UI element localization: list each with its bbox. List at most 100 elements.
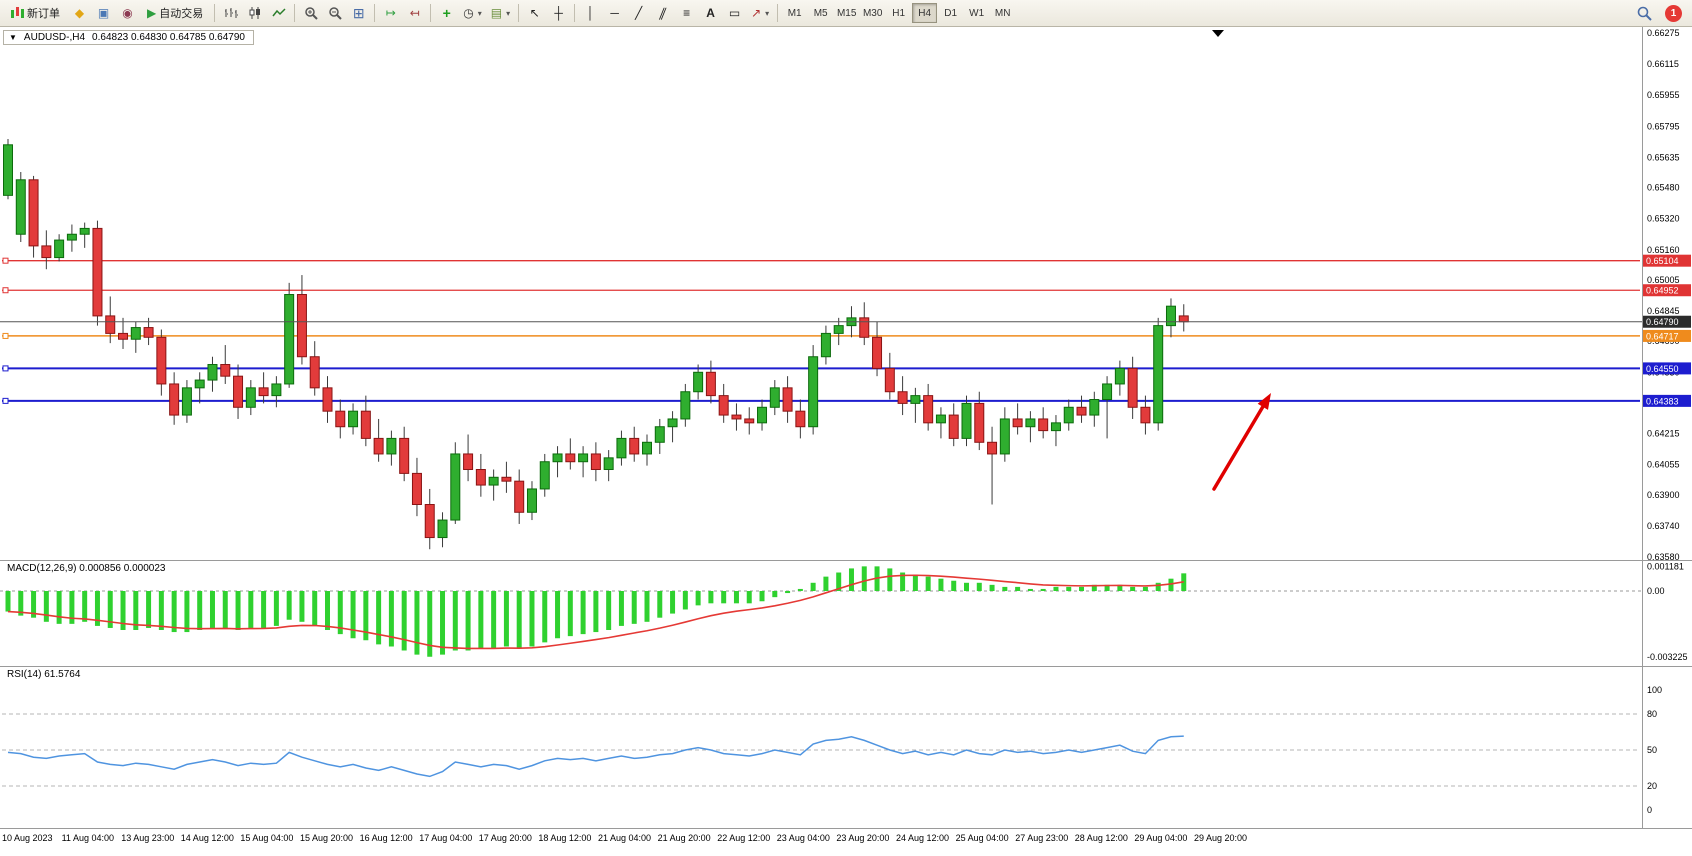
svg-text:0.64550: 0.64550 [1646,364,1679,374]
timeframe-w1-button[interactable]: W1 [964,3,989,23]
timeframe-d1-button[interactable]: D1 [938,3,963,23]
svg-text:0.65005: 0.65005 [1647,275,1680,285]
clock-icon: ◷ [463,6,474,20]
toolbar-separator [430,4,432,22]
chart-menu-icon[interactable]: ▼ [9,33,17,42]
shift-marker-icon[interactable] [1212,30,1224,37]
auto-scroll-button[interactable]: ↦ [379,2,402,24]
svg-text:28 Aug 12:00: 28 Aug 12:00 [1075,833,1128,843]
price-chart-canvas[interactable]: 0.66275 0.66115 0.65955 0.65795 0.65635 0.654… [0,27,1692,856]
timeframe-m1-button[interactable]: M1 [782,3,807,23]
terminal-button[interactable]: ▣ [92,2,115,24]
arrow-tool-icon: ↗ [751,6,762,20]
arrow-annotation[interactable] [1212,393,1271,491]
channel-button[interactable]: ∥ [651,2,674,24]
zoom-in-icon [304,7,318,20]
svg-text:27 Aug 23:00: 27 Aug 23:00 [1015,833,1068,843]
candlestick-series [3,138,1189,550]
chart-symbol-period: AUDUSD-,H4 [23,32,86,43]
label-button[interactable]: ▭ [723,2,746,24]
new-order-button[interactable]: 新订单 [4,2,67,24]
label-icon: ▭ [728,6,741,20]
fibonacci-button[interactable]: ≡ [675,2,698,24]
svg-text:0.65795: 0.65795 [1647,121,1680,131]
fibonacci-icon: ≡ [683,6,691,20]
bar-chart-button[interactable] [219,2,242,24]
notification-badge[interactable]: 1 [1665,4,1682,22]
toolbar-separator [214,4,216,22]
metaeditor-icon: ◆ [74,6,85,20]
horizontal-line-button[interactable]: ─ [603,2,626,24]
chart-shift-button[interactable]: ↤ [403,2,426,24]
zoom-in-button[interactable] [299,2,322,24]
svg-text:0.65635: 0.65635 [1647,152,1680,162]
svg-text:10 Aug 2023: 10 Aug 2023 [2,833,53,843]
vertical-line-icon: │ [586,6,595,20]
toolbar-separator [374,4,376,22]
indicators-button[interactable]: + [435,2,458,24]
templates-button[interactable]: ▤ ▾ [487,2,514,24]
timeframe-h4-button[interactable]: H4 [912,3,938,23]
cursor-button[interactable]: ↖ [523,2,546,24]
level-lines[interactable] [2,257,1640,404]
tile-windows-icon: ⊞ [352,5,365,21]
terminal-icon: ▣ [97,6,110,20]
zoom-out-icon [328,7,342,20]
svg-text:0.64055: 0.64055 [1647,460,1680,470]
timeframe-mn-button[interactable]: MN [990,3,1015,23]
channel-icon: ∥ [656,6,669,20]
search-icon [1637,6,1652,21]
svg-text:15 Aug 04:00: 15 Aug 04:00 [240,833,293,843]
panel-dividers [0,27,1692,829]
toolbar-separator [574,4,576,22]
svg-text:13 Aug 23:00: 13 Aug 23:00 [121,833,174,843]
svg-text:17 Aug 20:00: 17 Aug 20:00 [479,833,532,843]
svg-text:0.63740: 0.63740 [1647,521,1680,531]
new-order-label: 新订单 [27,8,60,20]
svg-text:29 Aug 20:00: 29 Aug 20:00 [1194,833,1247,843]
candlestick-chart-button[interactable] [243,2,266,24]
svg-text:29 Aug 04:00: 29 Aug 04:00 [1134,833,1187,843]
timeframe-m30-button[interactable]: M30 [860,3,885,23]
auto-trading-button[interactable]: ▶ 自动交易 [140,2,210,24]
periods-button[interactable]: ◷ ▾ [459,2,486,24]
vertical-line-button[interactable]: │ [579,2,602,24]
svg-text:23 Aug 04:00: 23 Aug 04:00 [777,833,830,843]
time-axis[interactable]: 10 Aug 2023 11 Aug 04:00 13 Aug 23:00 14 Au… [2,833,1247,843]
search-button[interactable] [1633,2,1656,24]
svg-text:0.65480: 0.65480 [1647,183,1680,193]
timeframe-m5-button[interactable]: M5 [808,3,833,23]
toolbar-separator [294,4,296,22]
svg-text:0: 0 [1647,805,1652,815]
chevron-down-icon: ▾ [765,8,770,18]
svg-text:0.65104: 0.65104 [1646,256,1679,266]
svg-text:100: 100 [1647,685,1662,695]
price-axis[interactable]: 0.66275 0.66115 0.65955 0.65795 0.65635 0.654… [1647,28,1680,562]
svg-text:0.64383: 0.64383 [1646,396,1679,406]
svg-text:0.00: 0.00 [1647,586,1665,596]
chart-window[interactable]: 0.66275 0.66115 0.65955 0.65795 0.65635 0.654… [0,27,1692,856]
svg-text:0.63580: 0.63580 [1647,552,1680,562]
chart-title[interactable]: ▼ AUDUSD-,H4 0.64823 0.64830 0.64785 0.6… [3,30,254,45]
timeframe-m15-button[interactable]: M15 [834,3,859,23]
svg-text:24 Aug 12:00: 24 Aug 12:00 [896,833,949,843]
line-chart-button[interactable] [267,2,290,24]
auto-scroll-icon: ↦ [385,6,396,20]
svg-text:14 Aug 12:00: 14 Aug 12:00 [181,833,234,843]
tile-windows-button[interactable]: ⊞ [347,2,370,24]
community-icon: ◉ [122,6,133,20]
svg-text:0.64952: 0.64952 [1646,286,1679,296]
timeframe-h1-button[interactable]: H1 [886,3,911,23]
bar-chart-icon [224,8,238,18]
metaeditor-button[interactable]: ◆ [68,2,91,24]
arrows-button[interactable]: ↗ ▾ [747,2,773,24]
community-button[interactable]: ◉ [116,2,139,24]
text-button[interactable]: A [699,2,722,24]
svg-text:0.66275: 0.66275 [1647,28,1680,38]
zoom-out-button[interactable] [323,2,346,24]
svg-text:0.63900: 0.63900 [1647,490,1680,500]
crosshair-button[interactable]: ┼ [547,2,570,24]
trendline-button[interactable]: ╱ [627,2,650,24]
toolbar: 新订单 ◆ ▣ ◉ ▶ 自动交易 ⊞ ↦ ↤ + ◷ ▾ ▤ ▾ ↖ ┼ │ ─ ╱… [0,0,1692,27]
svg-text:0.64717: 0.64717 [1646,331,1679,341]
